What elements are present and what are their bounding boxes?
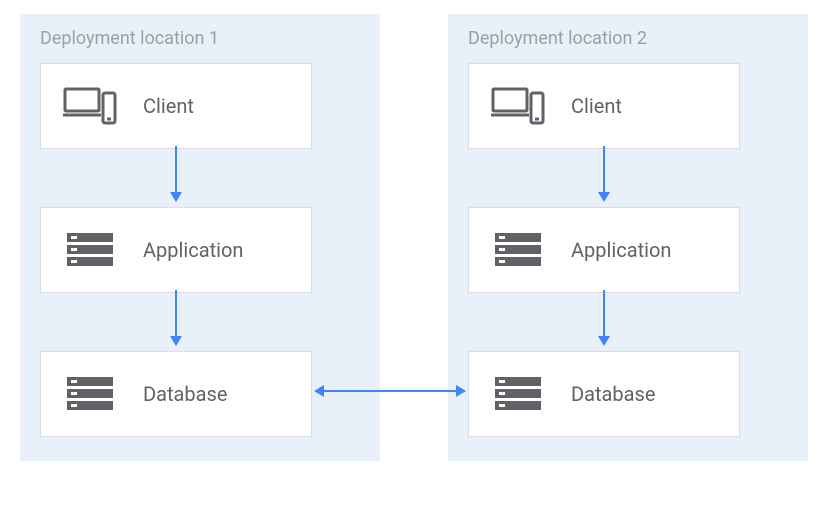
arrow-db1-db2 (324, 390, 456, 392)
region-2-title: Deployment location 2 (468, 28, 788, 49)
arrow-app2-db2 (603, 290, 605, 336)
app-2-label: Application (571, 238, 671, 262)
application-node-2: Application (468, 207, 740, 293)
arrow-head-down (598, 336, 610, 346)
server-icon (63, 373, 117, 415)
database-node-1: Database (40, 351, 312, 437)
region-1-title: Deployment location 1 (40, 28, 360, 49)
arrow-head-down (170, 336, 182, 346)
database-node-2: Database (468, 351, 740, 437)
db-1-label: Database (143, 382, 227, 406)
client-icon (63, 85, 117, 127)
arrow-head-down (598, 192, 610, 202)
client-icon (491, 85, 545, 127)
client-1-label: Client (143, 94, 194, 118)
server-icon (491, 229, 545, 271)
app-1-label: Application (143, 238, 243, 262)
db-2-label: Database (571, 382, 655, 406)
arrow-app1-db1 (175, 290, 177, 336)
client-2-label: Client (571, 94, 622, 118)
arrow-client2-app2 (603, 146, 605, 192)
application-node-1: Application (40, 207, 312, 293)
server-icon (491, 373, 545, 415)
client-node-1: Client (40, 63, 312, 149)
arrow-head-right (456, 385, 466, 397)
arrow-client1-app1 (175, 146, 177, 192)
server-icon (63, 229, 117, 271)
deployment-region-1: Deployment location 1 Client (20, 14, 380, 461)
arrow-head-down (170, 192, 182, 202)
arrow-head-left (314, 385, 324, 397)
client-node-2: Client (468, 63, 740, 149)
deployment-region-2: Deployment location 2 Client (448, 14, 808, 461)
